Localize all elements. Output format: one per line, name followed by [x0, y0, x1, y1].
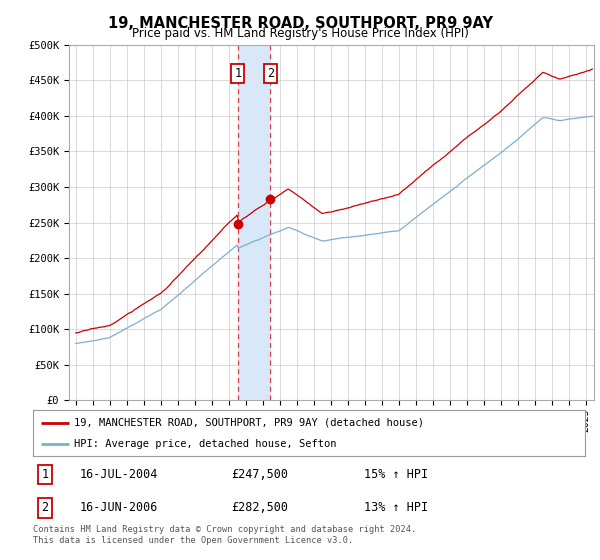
Text: 2: 2: [41, 501, 49, 514]
Text: 19, MANCHESTER ROAD, SOUTHPORT, PR9 9AY: 19, MANCHESTER ROAD, SOUTHPORT, PR9 9AY: [107, 16, 493, 31]
Text: 16-JUN-2006: 16-JUN-2006: [80, 501, 158, 514]
Text: 13% ↑ HPI: 13% ↑ HPI: [364, 501, 428, 514]
Text: 1: 1: [41, 468, 49, 481]
Text: 1: 1: [234, 67, 241, 80]
Bar: [238, 45, 271, 400]
Text: £282,500: £282,500: [232, 501, 289, 514]
Text: 15% ↑ HPI: 15% ↑ HPI: [364, 468, 428, 481]
Text: £247,500: £247,500: [232, 468, 289, 481]
Text: HPI: Average price, detached house, Sefton: HPI: Average price, detached house, Seft…: [74, 439, 337, 449]
Text: 19, MANCHESTER ROAD, SOUTHPORT, PR9 9AY (detached house): 19, MANCHESTER ROAD, SOUTHPORT, PR9 9AY …: [74, 418, 424, 428]
Text: Price paid vs. HM Land Registry's House Price Index (HPI): Price paid vs. HM Land Registry's House …: [131, 27, 469, 40]
Text: Contains HM Land Registry data © Crown copyright and database right 2024.
This d: Contains HM Land Registry data © Crown c…: [33, 525, 416, 545]
Text: 2: 2: [267, 67, 274, 80]
Text: 16-JUL-2004: 16-JUL-2004: [80, 468, 158, 481]
